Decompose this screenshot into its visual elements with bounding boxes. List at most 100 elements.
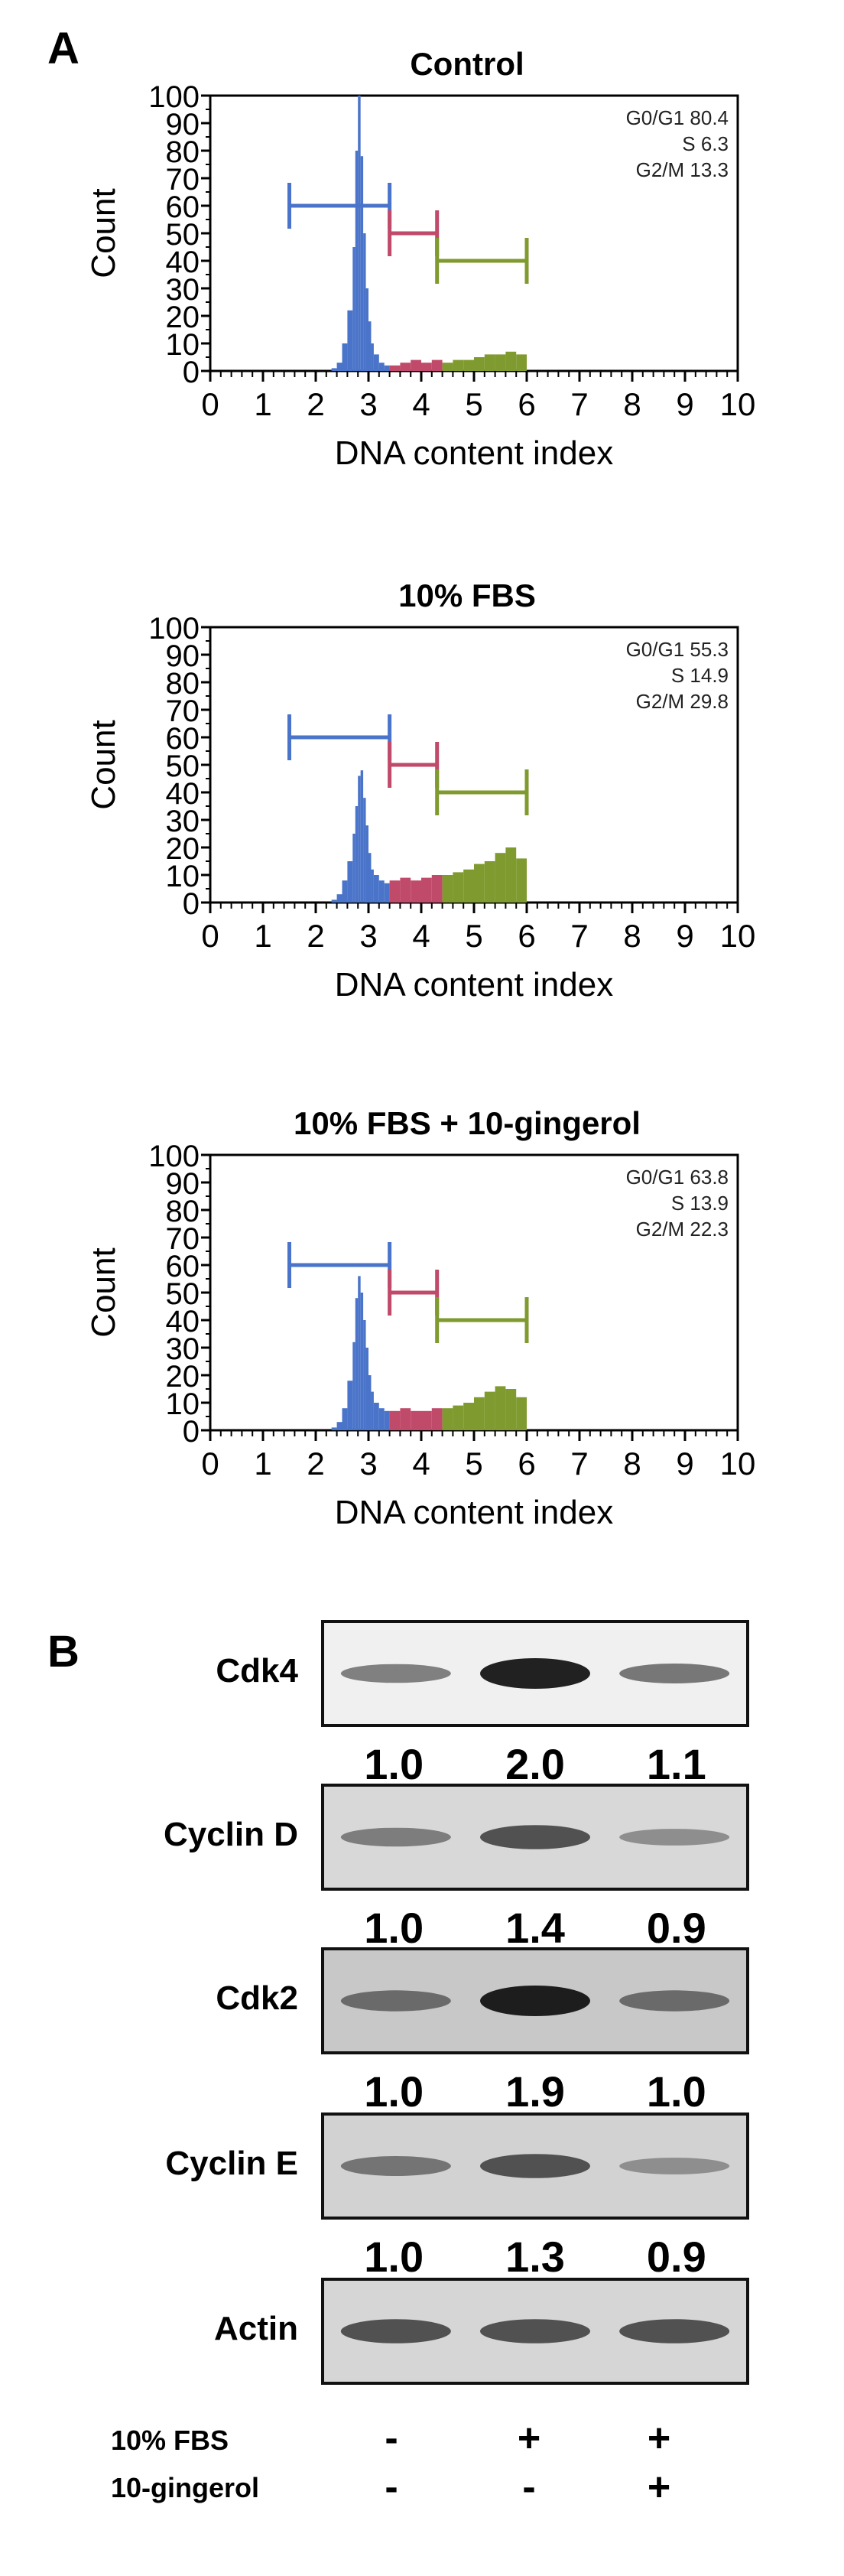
quant-cdk4-lane2: 2.0 (505, 1740, 565, 1788)
x-tick-label: 6 (518, 918, 535, 954)
histogram-bar (431, 875, 443, 903)
blot-cyclin-e (321, 2113, 749, 2220)
y-tick-label: 90 (166, 639, 200, 673)
plot-frame (209, 1153, 739, 1432)
x-tick-label: 0 (201, 386, 219, 422)
histogram-bar (400, 363, 411, 371)
quant-cdk4-lane1: 1.0 (364, 1740, 424, 1788)
histogram-bar (360, 1293, 364, 1430)
quant-cyclin-e-lane1: 1.0 (364, 2233, 424, 2281)
histogram-bar (378, 880, 385, 903)
blot-label-cyclin-e: Cyclin E (165, 2145, 298, 2182)
y-tick-label: 10 (166, 1387, 200, 1421)
blot-label-actin: Actin (214, 2310, 298, 2347)
blot-cdk2 (321, 1947, 749, 2054)
y-tick-label: 20 (166, 301, 200, 334)
stat-label: G2/M 13.3 (636, 158, 729, 181)
histogram-bar (363, 233, 366, 371)
histogram-bar (463, 869, 474, 903)
sign-fbs-lane3: + (647, 2416, 671, 2461)
y-tick-label: 30 (166, 273, 200, 307)
band-lane-2 (480, 1986, 590, 2016)
y-tick-label: 70 (166, 1222, 200, 1256)
blot-bands (340, 2319, 730, 2343)
histogram-bar (336, 894, 342, 903)
histogram-bar (363, 798, 366, 903)
histogram-fbs: G0/G1 55.3S 14.9G2/M 29.8010203040506070… (85, 616, 755, 1003)
histogram-bar (347, 1381, 353, 1430)
histogram-bar (342, 343, 348, 371)
x-tick-label: 7 (570, 1446, 588, 1482)
y-tick-label: 50 (166, 1277, 200, 1311)
quant-cyclin-e-lane2: 1.3 (505, 2233, 565, 2281)
stat-label: S 13.9 (671, 1192, 729, 1215)
band-lane-2 (480, 1658, 590, 1689)
histogram-bar (336, 1422, 342, 1430)
histogram-bar (358, 1276, 361, 1430)
histogram-bar (442, 363, 453, 371)
sign-gingerol-lane1: - (385, 2465, 398, 2509)
blot-label-cdk2: Cdk2 (216, 1979, 298, 2017)
histogram-bar (431, 1408, 443, 1430)
histogram-bar (453, 359, 464, 371)
x-tick-label: 9 (676, 386, 693, 422)
x-tick-label: 10 (720, 1446, 756, 1482)
y-tick-label: 50 (166, 750, 200, 783)
histogram-bar (389, 1410, 401, 1430)
histogram-bar (442, 875, 453, 903)
x-tick-label: 9 (676, 918, 693, 954)
histogram-bar (474, 1397, 485, 1430)
histogram-bar (336, 363, 342, 371)
histogram-bar (495, 354, 506, 371)
y-tick-label: 10 (166, 860, 200, 893)
histogram-bar (331, 899, 337, 903)
x-tick-label: 6 (518, 386, 535, 422)
condition-label-fbs: 10% FBS (111, 2425, 229, 2456)
histogram-bar (484, 354, 495, 371)
histogram-bar (358, 776, 361, 903)
x-tick-label: 5 (465, 386, 482, 422)
histogram-bar (378, 363, 385, 371)
histogram-bar (347, 310, 353, 371)
histogram-bar (384, 883, 390, 903)
histogram-bar (368, 853, 372, 903)
x-tick-label: 5 (465, 1446, 482, 1482)
y-tick-label: 60 (166, 190, 200, 224)
quant-cyclin-e-lane3: 0.9 (646, 2233, 706, 2281)
y-tick-label: 70 (166, 163, 200, 197)
y-tick-label: 100 (148, 1143, 200, 1173)
band-lane-1 (340, 1990, 451, 2012)
y-tick-label: 70 (166, 694, 200, 728)
blot-label-cdk4: Cdk4 (216, 1652, 298, 1690)
histogram-bar (421, 1410, 432, 1430)
quant-cyclin-d-lane2: 1.4 (505, 1904, 565, 1952)
histogram-bar (371, 869, 374, 903)
blot-cyclin-d (321, 1784, 749, 1891)
x-tick-label: 5 (465, 918, 482, 954)
histogram-bar (431, 359, 443, 371)
histogram-bar (365, 825, 368, 903)
plot-frame (209, 94, 739, 372)
band-lane-2 (480, 2154, 590, 2178)
histogram-bar (371, 343, 374, 371)
histogram-bar (516, 354, 527, 371)
band-lane-1 (340, 2156, 451, 2176)
x-tick-label: 6 (518, 1446, 535, 1482)
band-lane-3 (619, 1829, 730, 1846)
x-tick-label: 10 (720, 386, 756, 422)
stat-label: G0/G1 63.8 (626, 1166, 729, 1189)
y-tick-label: 80 (166, 135, 200, 169)
x-tick-label: 3 (359, 1446, 377, 1482)
x-tick-label: 3 (359, 918, 377, 954)
histogram-bar (505, 847, 517, 903)
histogram-bar (373, 1403, 379, 1430)
histogram-bar (342, 1408, 348, 1430)
x-axis-label: DNA content index (335, 966, 613, 1003)
gate-g2m (435, 238, 529, 284)
histogram-bar (505, 351, 517, 371)
blot-bands (340, 1825, 730, 1849)
histogram-bar (371, 1391, 374, 1430)
histogram-bar (352, 834, 355, 903)
x-tick-label: 1 (254, 386, 271, 422)
chart-title-fbs-gingerol: 10% FBS + 10-gingerol (294, 1105, 641, 1141)
